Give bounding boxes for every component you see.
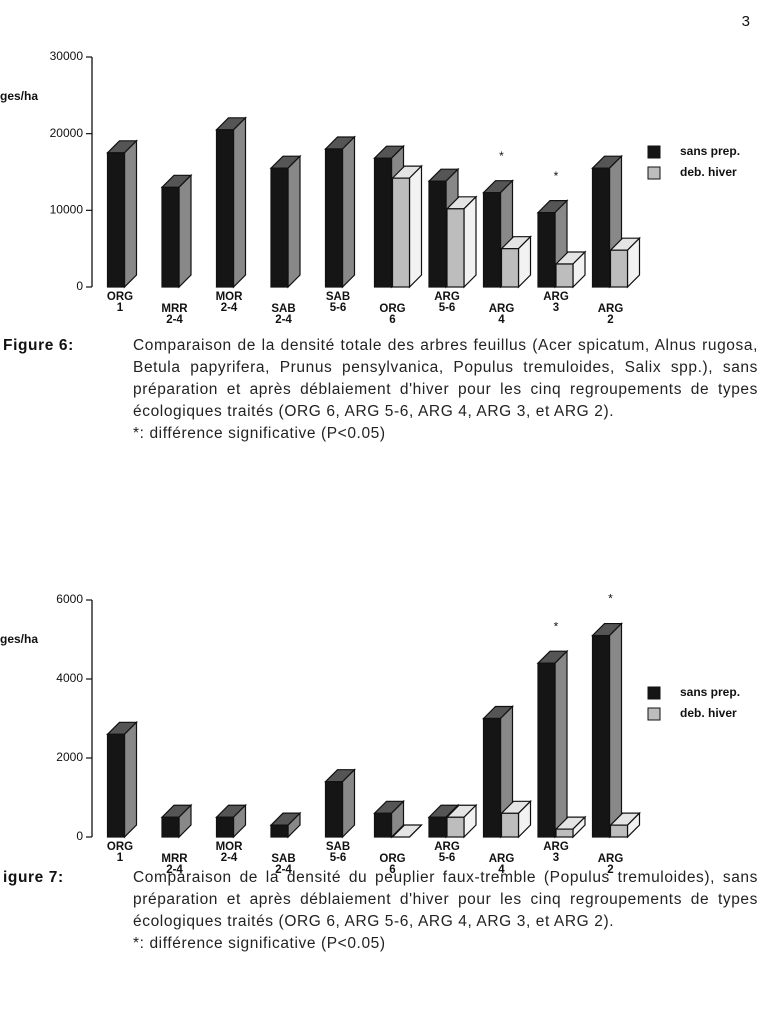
x-tick-label: ORG 6 (379, 853, 405, 876)
x-tick-label: ARG 5-6 (434, 841, 460, 864)
bar (391, 177, 411, 288)
bar (482, 717, 502, 838)
x-tick-label: MOR 2-4 (216, 841, 244, 864)
bar (609, 249, 629, 288)
y-tick-label: 10000 (50, 203, 84, 217)
y-tick-label: 30000 (50, 49, 84, 63)
x-tick-label: MOR 2-4 (216, 291, 244, 314)
caption-text: Comparaison de la densité du peuplier fa… (133, 869, 758, 930)
y-tick-label: 0 (76, 829, 83, 843)
bar (446, 816, 465, 838)
caption-box: Comparaison de la densité totale des arb… (133, 335, 758, 445)
bar-side (232, 116, 247, 289)
annotation: * (554, 169, 559, 183)
caption-note: *: différence significative (P<0.05) (133, 425, 386, 442)
bar (591, 634, 611, 838)
bar (428, 180, 447, 288)
bar (324, 148, 344, 288)
x-tick-label: ORG 6 (379, 303, 405, 326)
bar (428, 816, 447, 838)
legend-swatch (647, 145, 661, 159)
bar (161, 186, 180, 288)
bar (591, 167, 611, 288)
legend-label: deb. hiver (680, 165, 737, 179)
x-tick-label: MRR 2-4 (161, 853, 188, 876)
bar-side (554, 649, 568, 839)
bar (537, 212, 556, 288)
bar-side (608, 622, 623, 839)
legend-swatch (647, 686, 661, 700)
caption-note: *: différence significative (P<0.05) (133, 935, 386, 952)
y-tick-label: 20000 (50, 126, 84, 140)
bar (215, 129, 235, 288)
bar (270, 167, 289, 288)
page-number: 3 (742, 13, 750, 30)
y-axis-label: ges/ha (0, 89, 38, 103)
x-tick-label: SAB 5-6 (326, 841, 350, 864)
x-tick-label: ARG 2 (598, 853, 624, 876)
bar-side (123, 720, 138, 839)
x-tick-label: MRR 2-4 (161, 303, 188, 326)
x-tick-label: SAB 5-6 (326, 291, 350, 314)
x-tick-label: ARG 3 (543, 841, 569, 864)
legend-label: deb. hiver (680, 706, 737, 720)
bar (270, 824, 289, 838)
x-tick-label: ARG 4 (489, 303, 515, 326)
y-axis-label: ges/ha (0, 632, 38, 646)
x-tick-label: ARG 2 (598, 303, 624, 326)
x-tick-label: ORG 1 (107, 291, 133, 314)
caption-box: Comparaison de la densité du peuplier fa… (133, 867, 758, 955)
annotation: * (499, 149, 504, 163)
bar (373, 812, 393, 838)
annotation: * (608, 592, 613, 606)
bar (609, 824, 629, 838)
legend-label: sans prep. (680, 685, 740, 699)
bar (555, 263, 574, 288)
bar-side (178, 173, 192, 289)
x-tick-label: ARG 4 (489, 853, 515, 876)
bar-side (123, 139, 138, 289)
y-tick-label: 0 (76, 279, 83, 293)
x-tick-label: SAB 2-4 (271, 853, 295, 876)
bar (482, 192, 502, 288)
bar (324, 781, 344, 838)
x-tick-label: ARG 3 (543, 291, 569, 314)
bar-side (287, 154, 301, 289)
caption: Comparaison de la densité totale des arb… (133, 335, 758, 445)
caption-text: Comparaison de la densité totale des arb… (133, 337, 758, 420)
bar (106, 733, 126, 838)
bar (500, 812, 520, 838)
bar (373, 157, 393, 288)
legend-label: sans prep. (680, 144, 740, 158)
x-tick-label: SAB 2-4 (271, 303, 295, 326)
y-tick-label: 2000 (56, 750, 83, 764)
bar-side (341, 135, 356, 289)
bar (537, 662, 556, 838)
bar-side (409, 824, 422, 838)
bar-side (408, 164, 423, 289)
x-tick-label: ORG 1 (107, 841, 133, 864)
bar (161, 816, 180, 838)
legend-swatch (647, 707, 661, 721)
caption: Comparaison de la densité du peuplier fa… (133, 867, 758, 955)
bar (215, 816, 235, 838)
x-tick-label: ARG 5-6 (434, 291, 460, 314)
bar-side (463, 195, 477, 289)
caption-label: igure 7: (3, 869, 64, 886)
bar (106, 152, 126, 288)
y-tick-label: 6000 (56, 592, 83, 606)
y-tick-label: 4000 (56, 671, 83, 685)
annotation: * (554, 619, 559, 633)
bar-side (341, 768, 356, 839)
bar (555, 828, 574, 838)
bar (446, 208, 465, 288)
bar (500, 248, 520, 288)
legend-swatch (647, 166, 661, 180)
caption-label: Figure 6: (3, 337, 74, 354)
